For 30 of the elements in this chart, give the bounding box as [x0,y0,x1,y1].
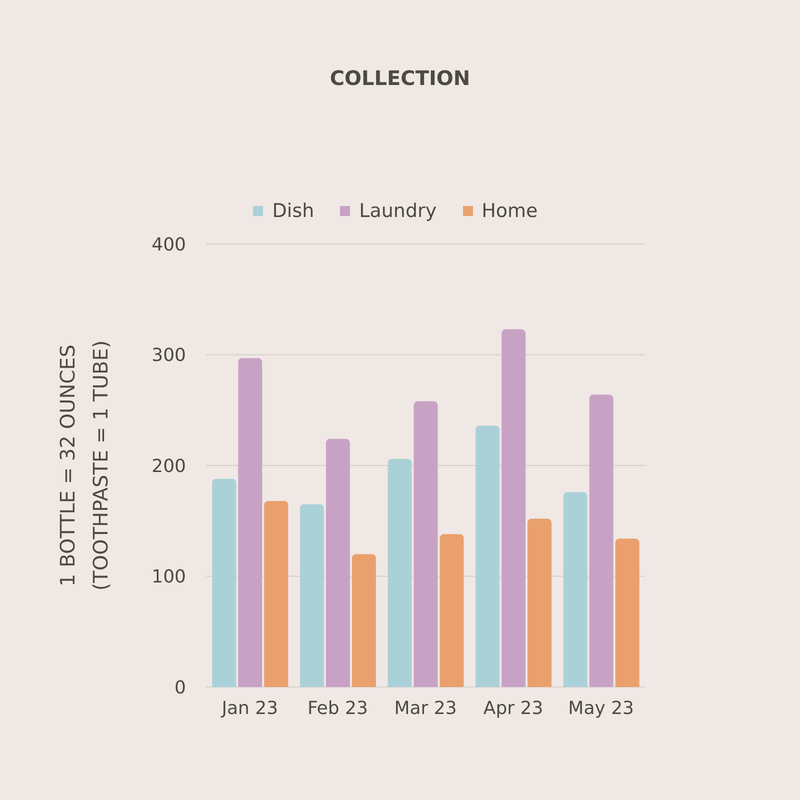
x-tick-label: May 23 [568,698,634,719]
bar [264,500,288,687]
x-tick-label: Mar 23 [394,698,457,719]
bar [589,394,614,687]
bar [563,492,588,687]
legend-label: Dish [272,200,314,222]
x-tick-label: Jan 23 [220,698,278,719]
bar [352,554,376,687]
y-tick-label: 0 [174,677,186,698]
legend-label: Home [482,200,538,222]
x-tick-label: Apr 23 [483,698,544,719]
y-tick-label: 100 [152,566,186,588]
bar [238,358,262,687]
y-tick-label: 300 [152,345,186,366]
bar [326,438,350,687]
bar [476,426,500,687]
bar [528,518,552,687]
bar [414,401,438,687]
bar [300,504,324,687]
bar [440,534,464,687]
y-tick-label: 200 [152,456,186,477]
bar [615,538,640,687]
legend-label: Laundry [359,200,437,222]
x-tick-label: Feb 23 [307,698,368,719]
bar [388,458,412,687]
bar [212,478,236,687]
bar [502,329,526,687]
chart-title: COLLECTION [328,66,472,90]
y-axis-title: 1 BOTTLE = 32 OUNCES (TOOTHPASTE = 1 TUBE) [56,340,112,591]
y-tick-label: 400 [152,234,186,256]
